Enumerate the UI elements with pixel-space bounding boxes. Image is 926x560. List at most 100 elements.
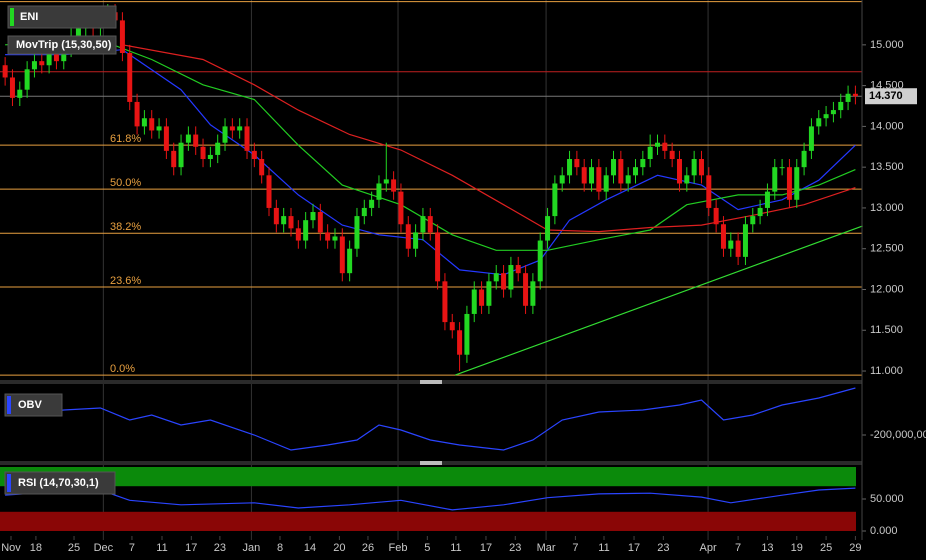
candle-body <box>24 69 30 90</box>
x-tick-label: 20 <box>333 542 345 554</box>
symbol-title: ENI <box>20 11 38 23</box>
candle-body <box>361 207 367 217</box>
candle-body <box>405 224 411 249</box>
candle-body <box>676 159 682 184</box>
y-tick-label: 15.000 <box>870 39 904 51</box>
candle-body <box>662 142 668 151</box>
candle-body <box>618 159 624 184</box>
x-tick-label: 17 <box>480 542 492 554</box>
candle-body <box>420 216 426 233</box>
candle-body <box>244 126 250 151</box>
candle-body <box>816 118 822 127</box>
candle-body <box>801 150 807 168</box>
x-tick-label: 17 <box>628 542 640 554</box>
rsi-box[interactable] <box>4 471 116 495</box>
x-tick-label: 7 <box>572 542 578 554</box>
candle-body <box>633 167 639 176</box>
candle-body <box>830 110 836 115</box>
candle-body <box>457 330 463 355</box>
candle-body <box>442 281 448 323</box>
x-tick-label: 11 <box>156 542 167 554</box>
x-tick-label: 7 <box>129 542 135 554</box>
candle-body <box>669 150 675 160</box>
candle-body <box>757 207 763 217</box>
resize-grip[interactable] <box>420 380 442 384</box>
x-tick-label: 17 <box>185 542 197 554</box>
y-tick-label: -200,000,00 <box>870 429 926 441</box>
candle-body <box>567 159 573 176</box>
moving-average <box>5 49 856 276</box>
symbol-box[interactable] <box>7 5 117 29</box>
obv-title: OBV <box>18 399 43 411</box>
candle-body <box>259 159 265 176</box>
candle-body <box>354 216 360 249</box>
candle-body <box>163 126 169 151</box>
candle-body <box>303 220 309 241</box>
candle-body <box>347 248 353 274</box>
y-tick-label: 11.000 <box>870 365 903 377</box>
indicator-line <box>5 487 856 511</box>
candle-body <box>654 142 660 147</box>
candle-body <box>508 265 514 290</box>
obv-box[interactable] <box>4 393 63 417</box>
candle-body <box>398 191 404 225</box>
candle-body <box>713 207 719 225</box>
x-tick-label: 11 <box>450 542 461 554</box>
rsi-icon <box>7 474 11 492</box>
trendline <box>454 225 863 376</box>
candle-body <box>215 142 221 155</box>
x-tick-label: 25 <box>68 542 80 554</box>
candle-body <box>581 167 587 184</box>
x-tick-label: 8 <box>277 542 283 554</box>
x-tick-label: 23 <box>214 542 226 554</box>
last-price-label: 14.370 <box>869 90 903 102</box>
x-tick-label: 29 <box>849 542 861 554</box>
candle-body <box>501 273 507 290</box>
candle-body <box>596 167 602 192</box>
symbol-icon <box>10 8 14 26</box>
candle-body <box>559 175 565 184</box>
candle-body <box>222 126 228 143</box>
rsi-title: RSI (14,70,30,1) <box>18 477 99 489</box>
candle-body <box>39 61 45 66</box>
level-label: 50.0% <box>110 177 141 189</box>
candle-body <box>706 175 712 208</box>
obv-icon <box>7 396 11 414</box>
x-tick-label: 23 <box>509 542 521 554</box>
candle-body <box>479 289 485 306</box>
candle-body <box>515 265 521 274</box>
x-tick-label: 14 <box>304 542 316 554</box>
candle-body <box>413 232 419 249</box>
candle-body <box>523 273 529 306</box>
candle-body <box>237 126 243 131</box>
y-tick-label: 12.000 <box>870 283 904 295</box>
x-tick-label: 26 <box>362 542 374 554</box>
candle-body <box>691 159 697 176</box>
candle-body <box>764 191 770 208</box>
candle-body <box>2 65 8 78</box>
candle-body <box>332 236 338 241</box>
level-label: 23.6% <box>110 275 141 287</box>
x-tick-label: Mar <box>537 542 556 554</box>
labels: ENI MovTrip (15,30,50) OBV RSI (14,70,30… <box>4 5 917 495</box>
indicator-box[interactable] <box>7 35 117 55</box>
x-tick-label: Dec <box>94 542 114 554</box>
candle-body <box>376 183 382 200</box>
candle-body <box>471 289 477 314</box>
moving-average <box>5 39 856 251</box>
last-price-box <box>865 88 917 105</box>
x-tick-label: Apr <box>700 542 717 554</box>
threshold-band <box>0 511 856 531</box>
resize-grip[interactable] <box>420 461 442 465</box>
level-label: 61.8% <box>110 133 141 145</box>
candle-body <box>750 216 756 225</box>
x-tick-label: 11 <box>598 542 609 554</box>
x-tick-label: 18 <box>30 542 42 554</box>
candle-body <box>281 216 287 225</box>
y-tick-label: 14.000 <box>870 120 904 132</box>
candle-body <box>589 167 595 184</box>
candle-body <box>193 134 199 147</box>
level-label: 38.2% <box>110 221 141 233</box>
